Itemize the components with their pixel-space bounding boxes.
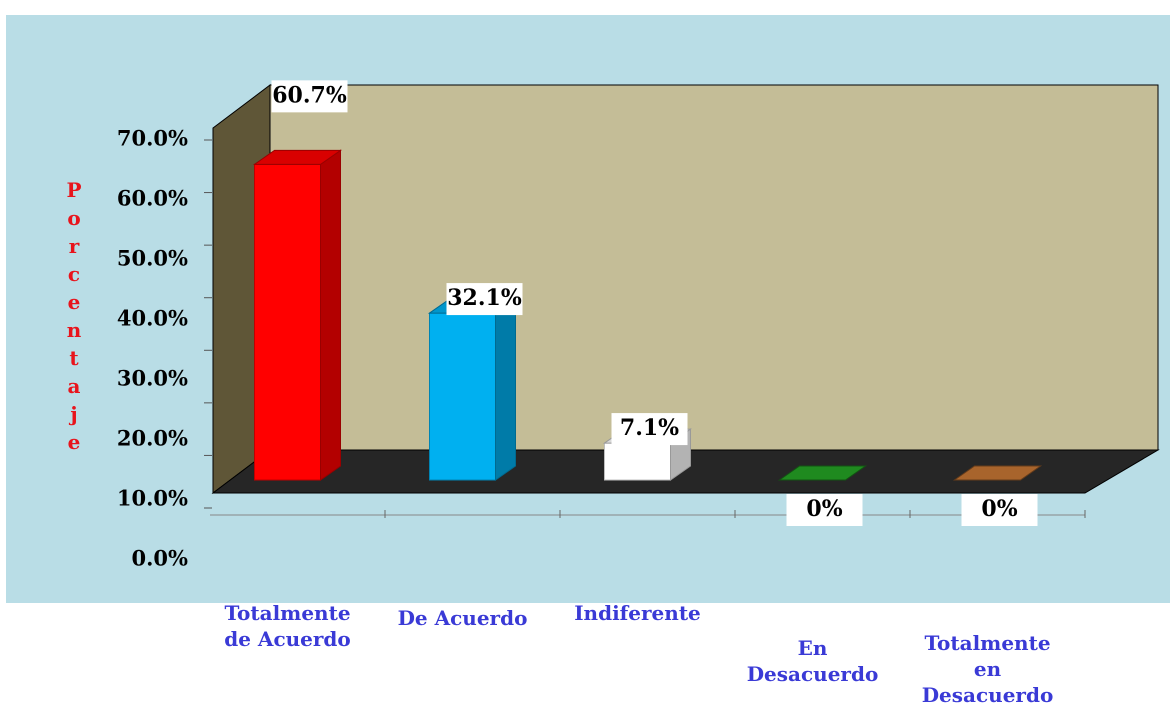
y-tick-label: 40.0% (117, 306, 188, 331)
bar-front (254, 163, 321, 481)
y-tick-label: 70.0% (117, 126, 188, 151)
y-axis-label: Porcentaje (62, 178, 86, 458)
y-tick-label: 10.0% (117, 486, 188, 511)
y-tick-label: 30.0% (117, 366, 188, 391)
data-label-box (611, 413, 688, 446)
y-tick-label: 50.0% (117, 246, 188, 271)
bar-front (604, 442, 671, 481)
bar-side (495, 298, 516, 481)
bar-front (429, 312, 496, 481)
data-label: 7.1% (620, 415, 679, 441)
x-tick-label: Indiferente (574, 601, 701, 625)
chart: 0.0% 10.0% 20.0% 30.0% 40.0% 50.0% 60.0% 70.0% 6… (6, 15, 1170, 603)
bar-top (252, 149, 343, 165)
data-label: 0% (806, 496, 842, 522)
y-tick-label: 60.0% (117, 186, 188, 211)
data-label-box (446, 283, 523, 316)
data-label-box (961, 494, 1038, 526)
data-label: 32.1% (447, 285, 522, 311)
data-label: 60.7% (272, 82, 347, 108)
y-tick-label: 0.0% (132, 546, 189, 571)
page: {"chart_data": {"type": "bar3d", "y_labe… (6, 15, 1170, 707)
y-tick-label: 20.0% (117, 426, 188, 451)
bar-top (952, 465, 1043, 481)
x-tick-label: En Desacuerdo (746, 636, 879, 686)
data-label-box (786, 494, 863, 526)
x-tick-label: De Acuerdo (397, 606, 528, 630)
x-tick-label: Totalmente en Desacuerdo (921, 631, 1054, 707)
bar-side (320, 149, 341, 481)
data-label-box (271, 80, 348, 113)
back-wall (269, 84, 1159, 451)
x-tick-label: Totalmente de Acuerdo (224, 601, 351, 651)
bar-top (777, 465, 868, 481)
data-label: 0% (981, 496, 1017, 522)
